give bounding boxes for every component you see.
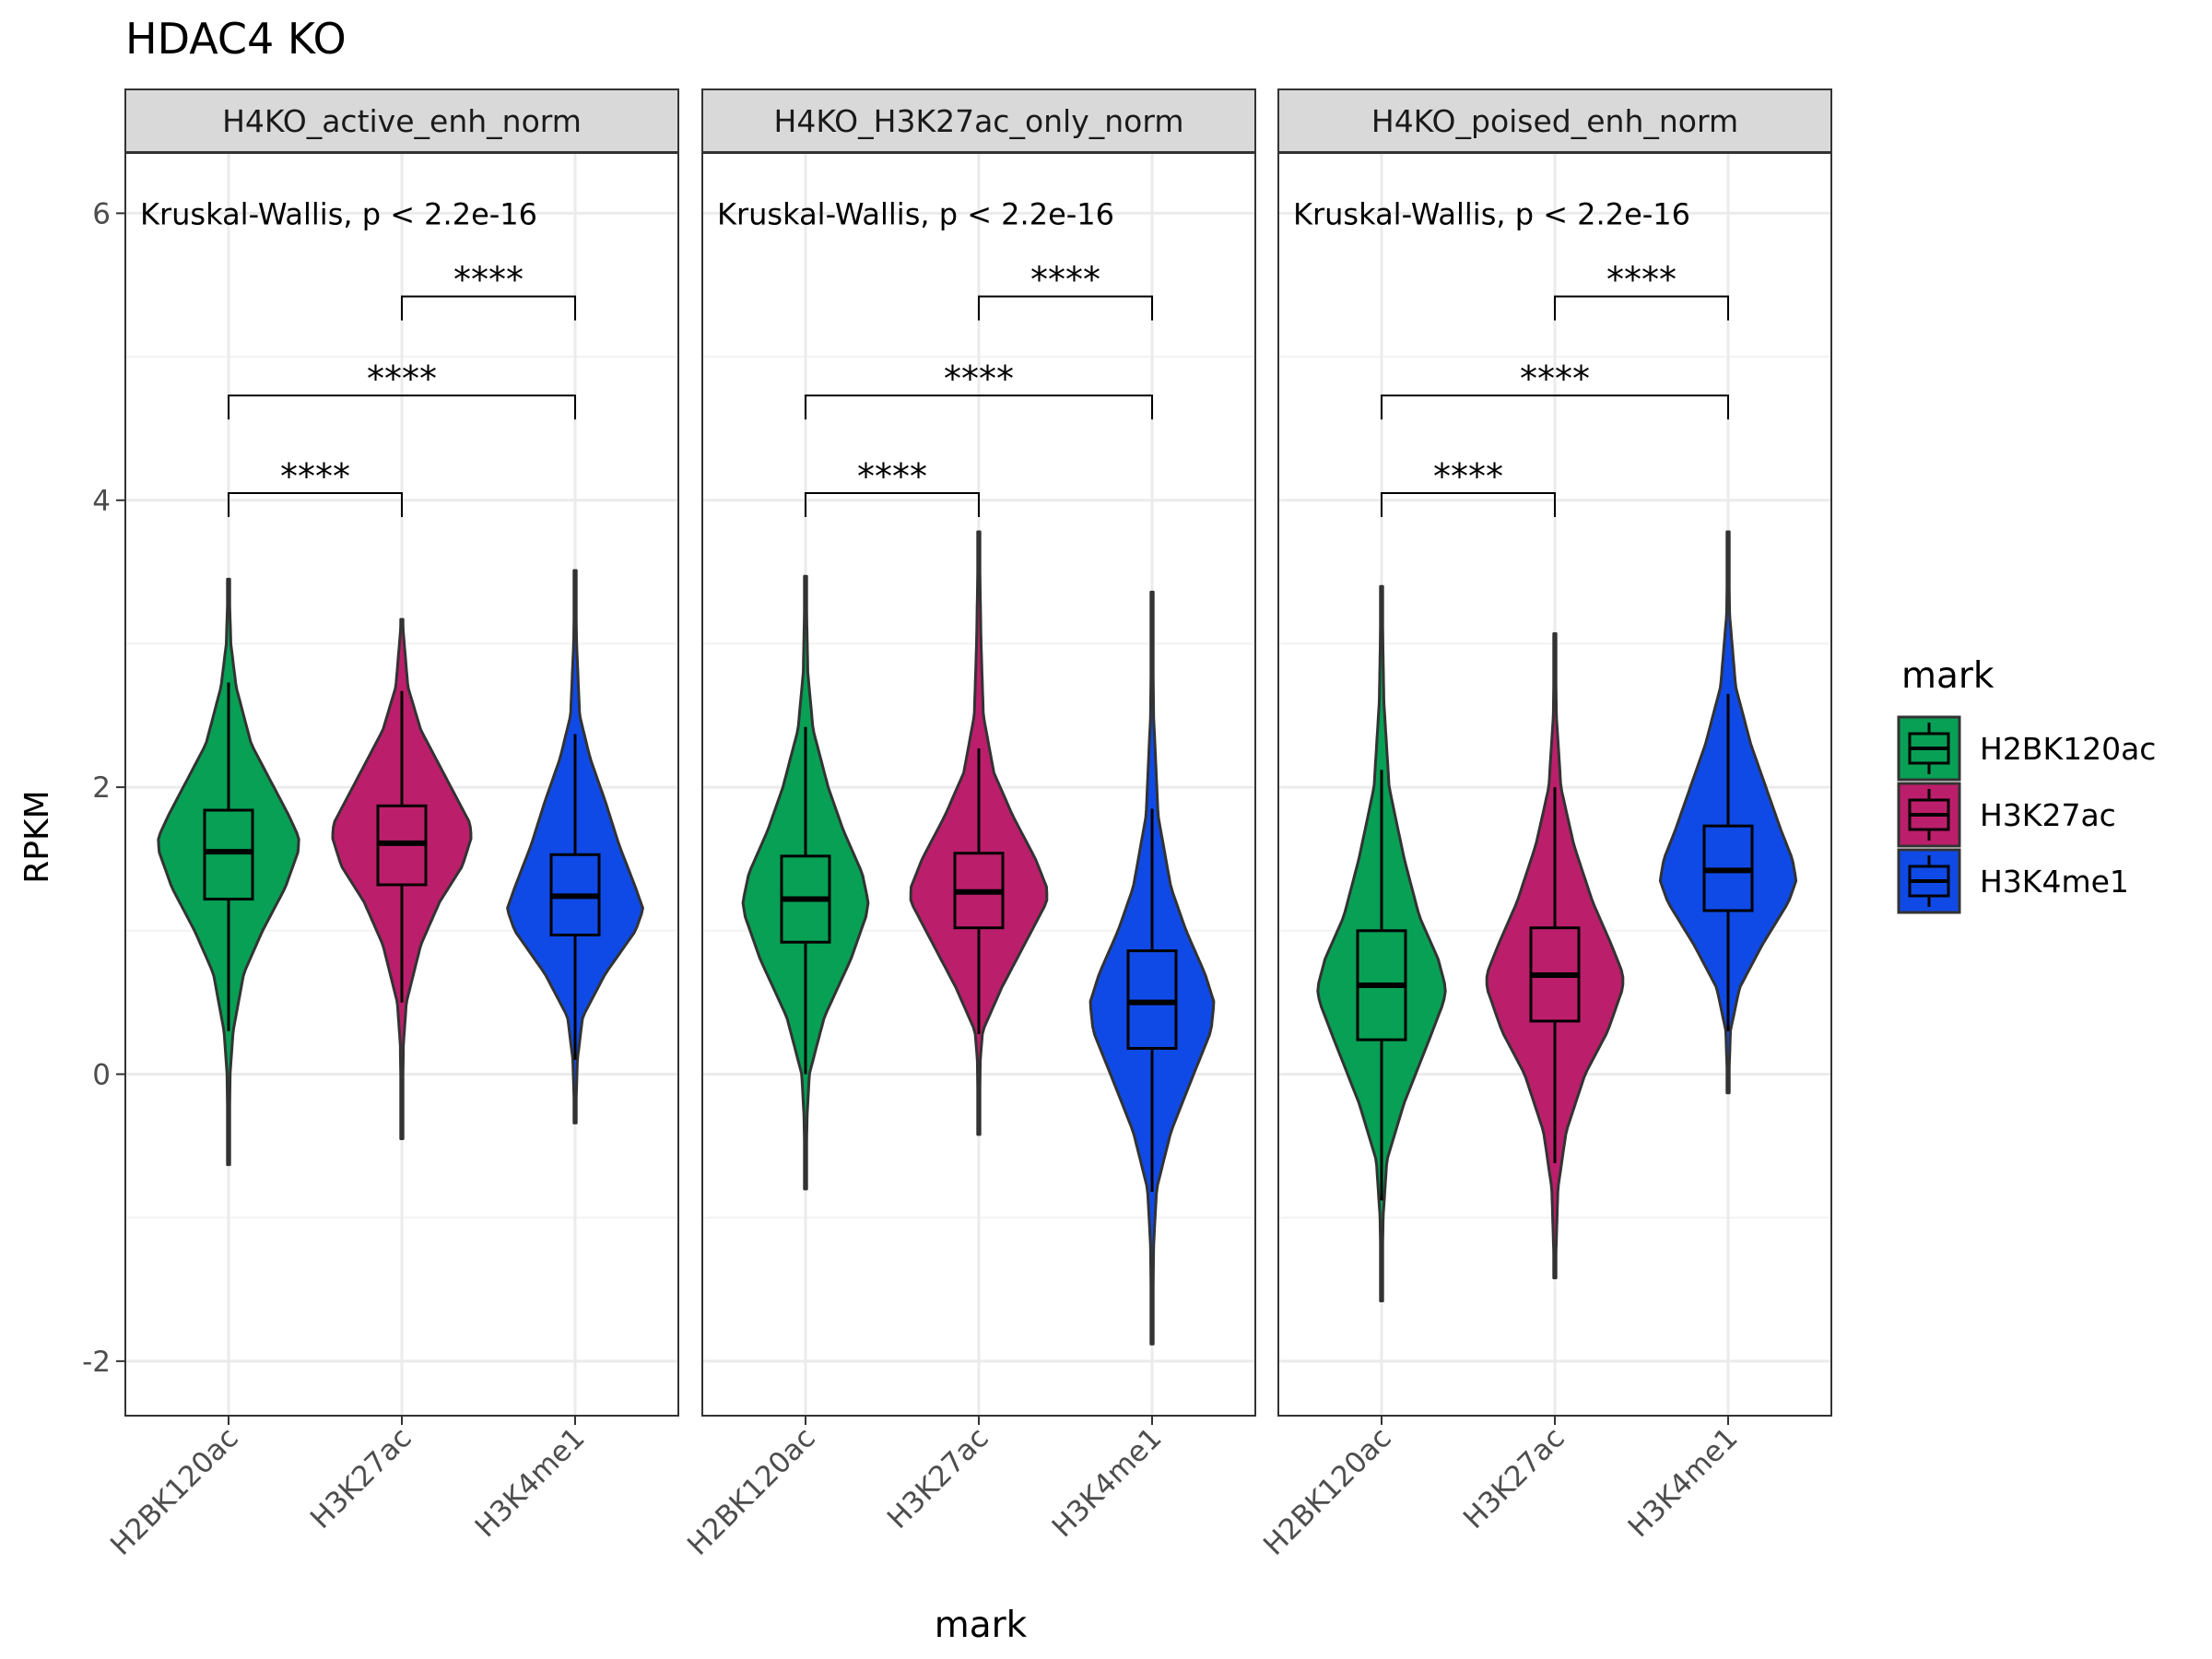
legend-label: H2BK120ac: [1980, 731, 2156, 767]
strip-background: [701, 88, 1256, 153]
significance-bracket: [1554, 295, 1729, 321]
legend-title: mark: [1901, 655, 1994, 697]
facet-panels: H4KO_active_enh_norm Kruskal-Wallis, p < …: [82, 88, 1832, 1562]
x-tick-label: H3K27ac: [1457, 1421, 1571, 1535]
test-label: Kruskal-Wallis, p < 2.2e-16: [1293, 196, 1690, 231]
x-tick-label: H3K4me1: [1046, 1421, 1169, 1544]
significance-label: ****: [857, 456, 927, 497]
x-tick-label: H3K4me1: [1622, 1421, 1745, 1544]
x-tick-label: H2BK120ac: [104, 1421, 245, 1562]
significance-bracket: [1381, 491, 1556, 517]
significance-bracket: [401, 295, 576, 321]
significance-bracket: [978, 295, 1153, 321]
violin-group: [506, 569, 644, 1124]
legend-item: H3K27ac: [1897, 782, 2116, 848]
legend-items: H2BK120ac H3K27ac H3K4me1: [1897, 715, 2156, 914]
legend-item: H2BK120ac: [1897, 715, 2156, 782]
test-label: Kruskal-Wallis, p < 2.2e-16: [140, 196, 537, 231]
significance-label: ****: [367, 359, 437, 399]
legend-label: H3K27ac: [1980, 797, 2116, 833]
significance-label: ****: [453, 260, 524, 300]
strip-label: H4KO_poised_enh_norm: [1371, 103, 1738, 139]
violin-group: [1658, 530, 1798, 1095]
facet-panel: H4KO_active_enh_norm Kruskal-Wallis, p < …: [82, 88, 679, 1562]
legend-label: H3K4me1: [1980, 864, 2129, 900]
significance-label: ****: [1520, 359, 1590, 399]
y-tick-label: 0: [92, 1058, 111, 1091]
legend-item: H3K4me1: [1897, 848, 2129, 914]
violin-group: [909, 530, 1049, 1136]
significance-label: ****: [944, 359, 1014, 399]
significance-label: ****: [280, 456, 350, 497]
x-tick-label: H3K4me1: [469, 1421, 592, 1544]
x-tick-label: H3K27ac: [881, 1421, 995, 1535]
significance-label: ****: [1433, 456, 1503, 497]
violin-group: [1485, 632, 1625, 1279]
strip-label: H4KO_H3K27ac_only_norm: [774, 103, 1184, 139]
y-tick-label: 4: [92, 485, 111, 518]
y-axis-title: RPKM: [18, 790, 56, 883]
x-tick-label: H2BK120ac: [681, 1421, 822, 1562]
significance-label: ****: [1030, 260, 1100, 300]
test-label: Kruskal-Wallis, p < 2.2e-16: [717, 196, 1114, 231]
y-tick-label: 2: [92, 771, 111, 805]
y-tick-label: 6: [92, 197, 111, 230]
x-tick-label: H2BK120ac: [1257, 1421, 1398, 1562]
violin-group: [1088, 590, 1216, 1346]
strip-label: H4KO_active_enh_norm: [222, 103, 582, 139]
violin-group: [157, 577, 300, 1167]
violin-group: [1316, 584, 1447, 1302]
strip-background: [1277, 88, 1832, 153]
box: [203, 808, 254, 901]
violin-group: [741, 574, 870, 1191]
y-tick-label: -2: [82, 1346, 111, 1379]
x-axis-title: mark: [935, 1605, 1028, 1646]
significance-bracket: [228, 491, 403, 517]
x-tick-label: H3K27ac: [304, 1421, 418, 1535]
chart-title: HDAC4 KO: [125, 14, 347, 64]
significance-bracket: [805, 491, 980, 517]
significance-bracket: [805, 394, 1153, 420]
violin-group: [331, 618, 473, 1140]
strip-background: [124, 88, 679, 153]
legend: mark H2BK120ac H3K27ac H3K4me1: [1897, 655, 2156, 914]
facet-panel: H4KO_poised_enh_norm Kruskal-Wallis, p < …: [1257, 88, 1832, 1562]
significance-bracket: [228, 394, 576, 420]
significance-label: ****: [1606, 260, 1677, 300]
box: [1126, 949, 1178, 1050]
facet-panel: H4KO_H3K27ac_only_norm Kruskal-Wallis, p …: [681, 88, 1256, 1562]
significance-bracket: [1381, 394, 1729, 420]
